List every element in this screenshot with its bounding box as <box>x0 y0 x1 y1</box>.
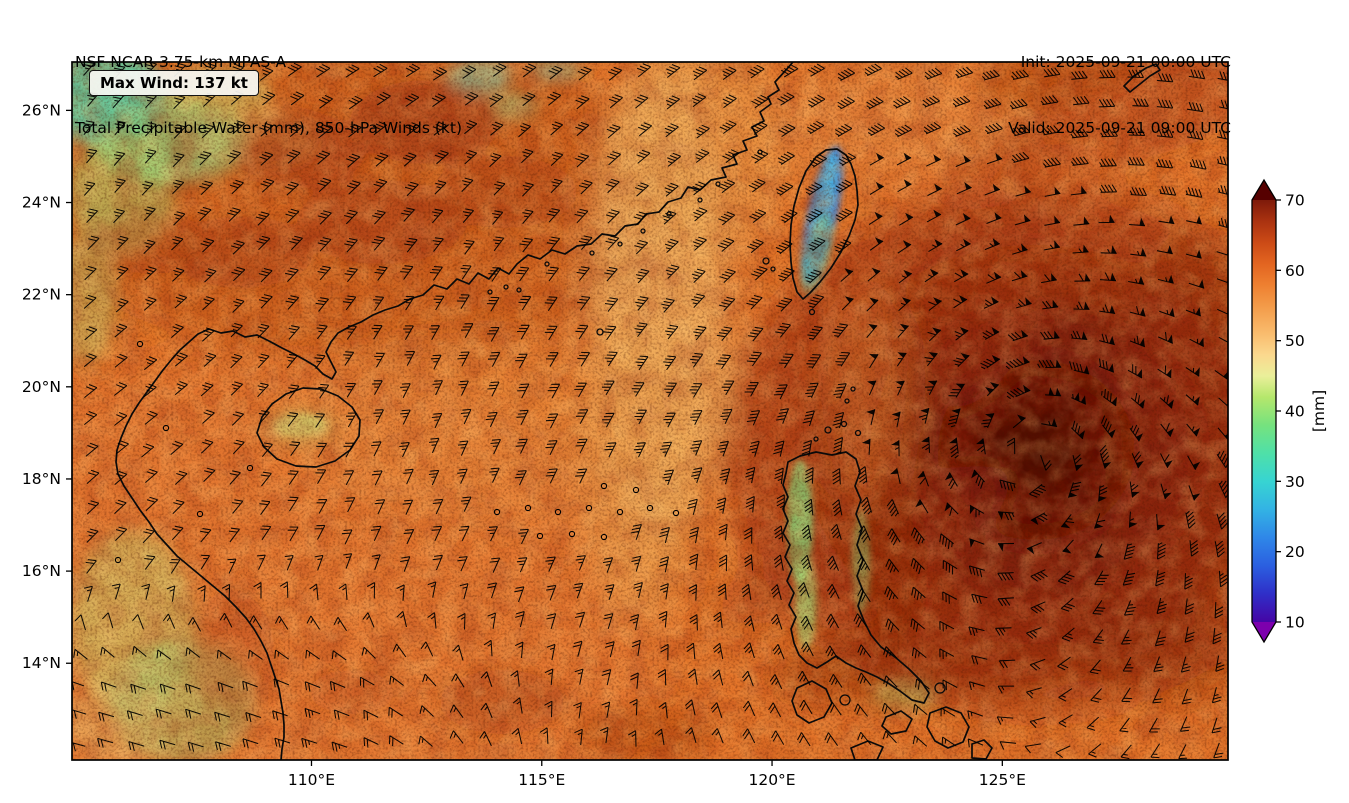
coast-panay <box>850 740 884 760</box>
calm-wind-circle <box>646 504 654 512</box>
figure-header-right: Init: 2025-09-21 00:00 UTC Valid: 2025-0… <box>1008 7 1231 161</box>
coast-taiwan <box>789 148 859 300</box>
y-tick-label: 18°N <box>22 470 61 488</box>
model-title: NSF NCAR 3.75-km MPAS-A <box>75 53 287 71</box>
colorbar-tick-label: 40 <box>1285 403 1305 421</box>
calm-wind-circle <box>196 510 204 518</box>
calm-wind-circle <box>136 340 144 348</box>
coastlines <box>115 62 1161 760</box>
calm-wind-circle <box>632 486 640 494</box>
calm-wind-circle <box>600 533 608 541</box>
coast-samar <box>926 706 970 749</box>
colorbar: 70 60 50 40 30 20 10 [mm] <box>1251 178 1328 644</box>
coast-china-vietnam <box>115 62 794 760</box>
colorbar-tick-label: 10 <box>1285 614 1305 632</box>
coast-leyte <box>971 739 993 760</box>
colorbar-tick-label: 20 <box>1285 543 1305 561</box>
calm-wind-circle <box>524 504 532 512</box>
calm-wind-circle <box>114 556 122 564</box>
calm-wind-circle <box>493 508 501 516</box>
x-tick-label: 110°E <box>288 771 335 789</box>
figure-header-left: NSF NCAR 3.75-km MPAS-A Total Precipitab… <box>75 7 462 161</box>
axes: 110°E 115°E 120°E 125°E 26°N 24°N 22°N 20°N 18°N… <box>22 101 1026 789</box>
init-time: Init: 2025-09-21 00:00 UTC <box>1020 53 1231 71</box>
coast-hainan <box>256 387 361 468</box>
colorbar-tick-label: 60 <box>1285 262 1305 280</box>
colorbar-tick-label: 50 <box>1285 332 1305 350</box>
calm-wind-circle <box>600 482 608 490</box>
coast-luzon <box>782 451 930 704</box>
colorbar-unit-label: [mm] <box>1310 390 1328 432</box>
coast-mindoro <box>791 680 833 724</box>
colorbar-over-arrow <box>1252 180 1276 200</box>
y-tick-label: 16°N <box>22 562 61 580</box>
y-tick-label: 24°N <box>22 194 61 212</box>
x-tick-label: 125°E <box>979 771 1026 789</box>
max-wind-badge: Max Wind: 137 kt <box>89 70 259 96</box>
calm-wind-circle <box>162 424 170 432</box>
x-tick-label: 115°E <box>518 771 565 789</box>
calm-wind-circles <box>114 340 680 564</box>
calm-wind-circle <box>616 508 624 516</box>
calm-wind-circle <box>554 508 562 516</box>
wind-barbs <box>72 62 1228 760</box>
small-islands <box>487 149 946 706</box>
calm-wind-circle <box>246 464 254 472</box>
y-tick-label: 26°N <box>22 101 61 119</box>
colorbar-under-arrow <box>1252 622 1276 642</box>
wind-barb-staffs <box>72 62 1228 760</box>
calm-wind-circle <box>585 504 593 512</box>
x-tick-label: 120°E <box>748 771 795 789</box>
y-tick-label: 14°N <box>22 654 61 672</box>
colorbar-tick-label: 70 <box>1285 192 1305 210</box>
product-title: Total Precipitable Water (mm), 850-hPa W… <box>75 119 463 137</box>
coast-masbate <box>881 710 913 735</box>
calm-wind-circle <box>672 509 680 517</box>
calm-wind-circle <box>536 532 544 540</box>
colorbar-tick-label: 30 <box>1285 473 1305 491</box>
calm-wind-circle <box>568 530 576 538</box>
map-frame <box>71 61 1229 761</box>
valid-time: Valid: 2025-09-21 09:00 UTC <box>1008 119 1231 137</box>
y-tick-label: 22°N <box>22 286 61 304</box>
y-tick-label: 20°N <box>22 378 61 396</box>
colorbar-gradient <box>1252 200 1276 622</box>
